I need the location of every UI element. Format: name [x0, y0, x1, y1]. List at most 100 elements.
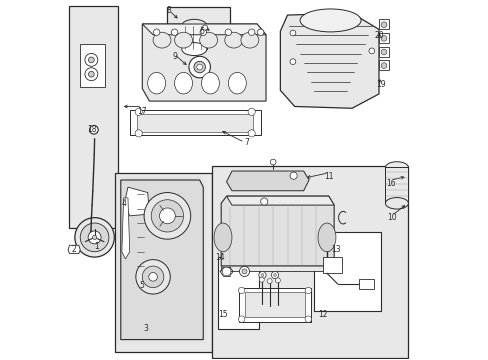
Circle shape — [85, 68, 98, 81]
Polygon shape — [121, 180, 203, 339]
Circle shape — [289, 172, 297, 179]
Circle shape — [257, 29, 264, 36]
Text: 7: 7 — [244, 138, 248, 147]
Circle shape — [80, 223, 109, 252]
Text: 2: 2 — [72, 246, 77, 255]
Text: 13: 13 — [330, 246, 340, 255]
Circle shape — [305, 316, 311, 322]
Circle shape — [200, 29, 206, 36]
Circle shape — [275, 278, 280, 283]
Ellipse shape — [182, 19, 206, 32]
Ellipse shape — [300, 9, 360, 32]
Circle shape — [142, 266, 163, 288]
Circle shape — [194, 61, 205, 73]
Polygon shape — [244, 292, 304, 318]
Text: 19: 19 — [375, 81, 385, 90]
Bar — [167, 7, 230, 93]
Ellipse shape — [201, 72, 219, 94]
Polygon shape — [68, 245, 80, 253]
Circle shape — [380, 36, 386, 41]
Text: 1: 1 — [94, 242, 99, 251]
Text: 4: 4 — [122, 199, 126, 208]
Circle shape — [380, 22, 386, 28]
Polygon shape — [226, 171, 308, 191]
Circle shape — [238, 316, 244, 322]
Circle shape — [136, 260, 170, 294]
Circle shape — [202, 25, 207, 30]
Circle shape — [289, 30, 295, 36]
Circle shape — [248, 29, 254, 36]
Text: 16: 16 — [385, 179, 395, 188]
Polygon shape — [221, 196, 333, 266]
Polygon shape — [137, 114, 253, 132]
Ellipse shape — [385, 162, 407, 173]
Text: 3: 3 — [143, 324, 148, 333]
Circle shape — [88, 71, 94, 77]
Circle shape — [238, 287, 244, 294]
Text: 14: 14 — [215, 253, 224, 262]
Text: 17: 17 — [137, 107, 147, 116]
Circle shape — [148, 273, 157, 281]
Circle shape — [266, 279, 271, 284]
Circle shape — [222, 267, 230, 276]
Polygon shape — [142, 24, 265, 35]
Bar — [359, 279, 373, 289]
Circle shape — [224, 29, 231, 36]
Bar — [385, 167, 407, 203]
Text: 12: 12 — [318, 310, 327, 319]
Ellipse shape — [385, 198, 407, 209]
Polygon shape — [239, 288, 310, 321]
Bar — [322, 257, 342, 273]
Bar — [182, 26, 206, 49]
Circle shape — [159, 208, 175, 224]
Circle shape — [85, 53, 98, 66]
Circle shape — [196, 64, 202, 70]
Ellipse shape — [199, 32, 217, 48]
Circle shape — [88, 57, 94, 63]
Circle shape — [258, 271, 265, 279]
Polygon shape — [226, 196, 333, 205]
Ellipse shape — [174, 72, 192, 94]
Ellipse shape — [214, 223, 231, 252]
Circle shape — [261, 274, 264, 276]
Bar — [378, 60, 388, 70]
Bar — [378, 19, 388, 30]
Text: 20: 20 — [374, 31, 384, 40]
Text: 6: 6 — [199, 27, 203, 36]
Circle shape — [273, 274, 276, 276]
Bar — [217, 257, 258, 329]
Bar — [115, 173, 212, 352]
Circle shape — [305, 287, 311, 294]
Circle shape — [92, 235, 97, 239]
Circle shape — [135, 130, 142, 137]
Bar — [378, 46, 388, 57]
Polygon shape — [124, 187, 149, 216]
Circle shape — [247, 130, 255, 137]
Circle shape — [260, 198, 267, 205]
Ellipse shape — [182, 42, 206, 55]
Ellipse shape — [228, 72, 246, 94]
Text: 18: 18 — [87, 125, 97, 134]
Bar — [378, 33, 388, 43]
Circle shape — [188, 56, 210, 78]
Circle shape — [144, 193, 190, 239]
Circle shape — [242, 269, 246, 274]
Polygon shape — [129, 110, 260, 135]
Circle shape — [321, 234, 331, 244]
Ellipse shape — [241, 32, 258, 48]
Circle shape — [135, 108, 142, 116]
Circle shape — [75, 218, 114, 257]
Polygon shape — [117, 176, 206, 343]
Circle shape — [171, 29, 178, 36]
Circle shape — [247, 108, 255, 116]
Text: 8: 8 — [166, 6, 171, 15]
Circle shape — [88, 231, 101, 244]
Circle shape — [270, 159, 276, 165]
Circle shape — [271, 271, 278, 279]
Text: 10: 10 — [386, 213, 396, 222]
Polygon shape — [142, 24, 265, 101]
Circle shape — [368, 48, 374, 54]
Ellipse shape — [224, 32, 242, 48]
Ellipse shape — [317, 223, 335, 252]
Ellipse shape — [174, 32, 192, 48]
